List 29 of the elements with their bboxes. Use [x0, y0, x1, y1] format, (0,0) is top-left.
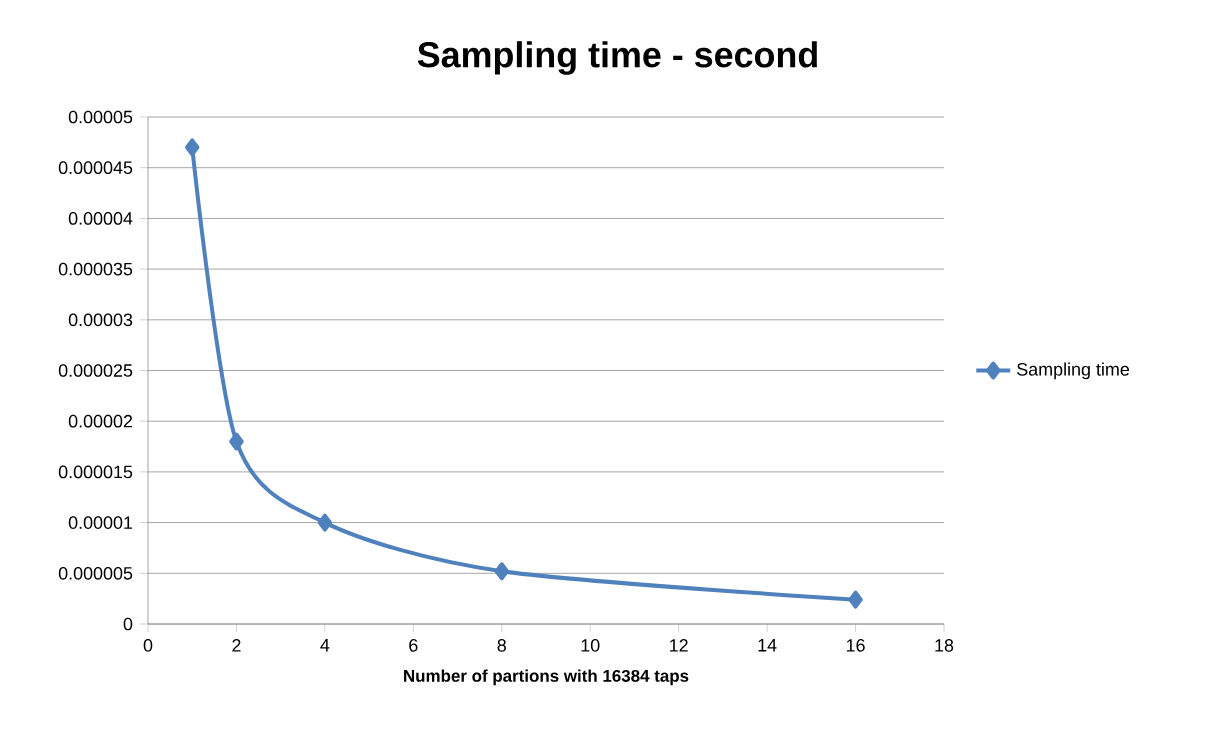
point — [229, 432, 244, 451]
x-tick-label: 16 — [846, 639, 865, 652]
y-tick-label: 0.00001 — [68, 516, 133, 529]
x-tick-label: 8 — [497, 639, 506, 652]
x-tick-label: 0 — [143, 639, 153, 652]
x-tick-label: 14 — [758, 639, 777, 652]
point — [494, 562, 510, 581]
y-tick-label: 0.000045 — [58, 161, 133, 175]
point — [184, 138, 200, 157]
y-tick-label: 0.000015 — [58, 465, 133, 479]
x-tick-label: 4 — [320, 639, 330, 652]
y-tick-label: 0.00003 — [68, 313, 133, 327]
y-tick-label: 0.00002 — [68, 414, 133, 428]
y-tick-label: 0.000025 — [58, 364, 133, 377]
x-tick-label: 10 — [581, 639, 600, 652]
y-tick-label: 0.000035 — [58, 262, 133, 276]
point — [848, 590, 863, 609]
x-tick-label: 6 — [409, 639, 418, 652]
y-tick-label: 0 — [123, 617, 133, 631]
x-axis-title: Number of partions with 16384 taps — [404, 669, 689, 686]
x-tick-label: 12 — [670, 639, 688, 652]
legend-label: Sampling time — [1017, 362, 1130, 380]
y-tick-label: 0.00005 — [68, 110, 133, 124]
x-tick-label: 18 — [935, 639, 954, 652]
y-tick-label: 0.00004 — [68, 212, 133, 225]
y-tick-label: 0.000005 — [58, 566, 133, 580]
x-tick-label: 2 — [232, 639, 241, 652]
chart-title: Sampling time - second — [417, 41, 817, 75]
point — [317, 513, 333, 532]
